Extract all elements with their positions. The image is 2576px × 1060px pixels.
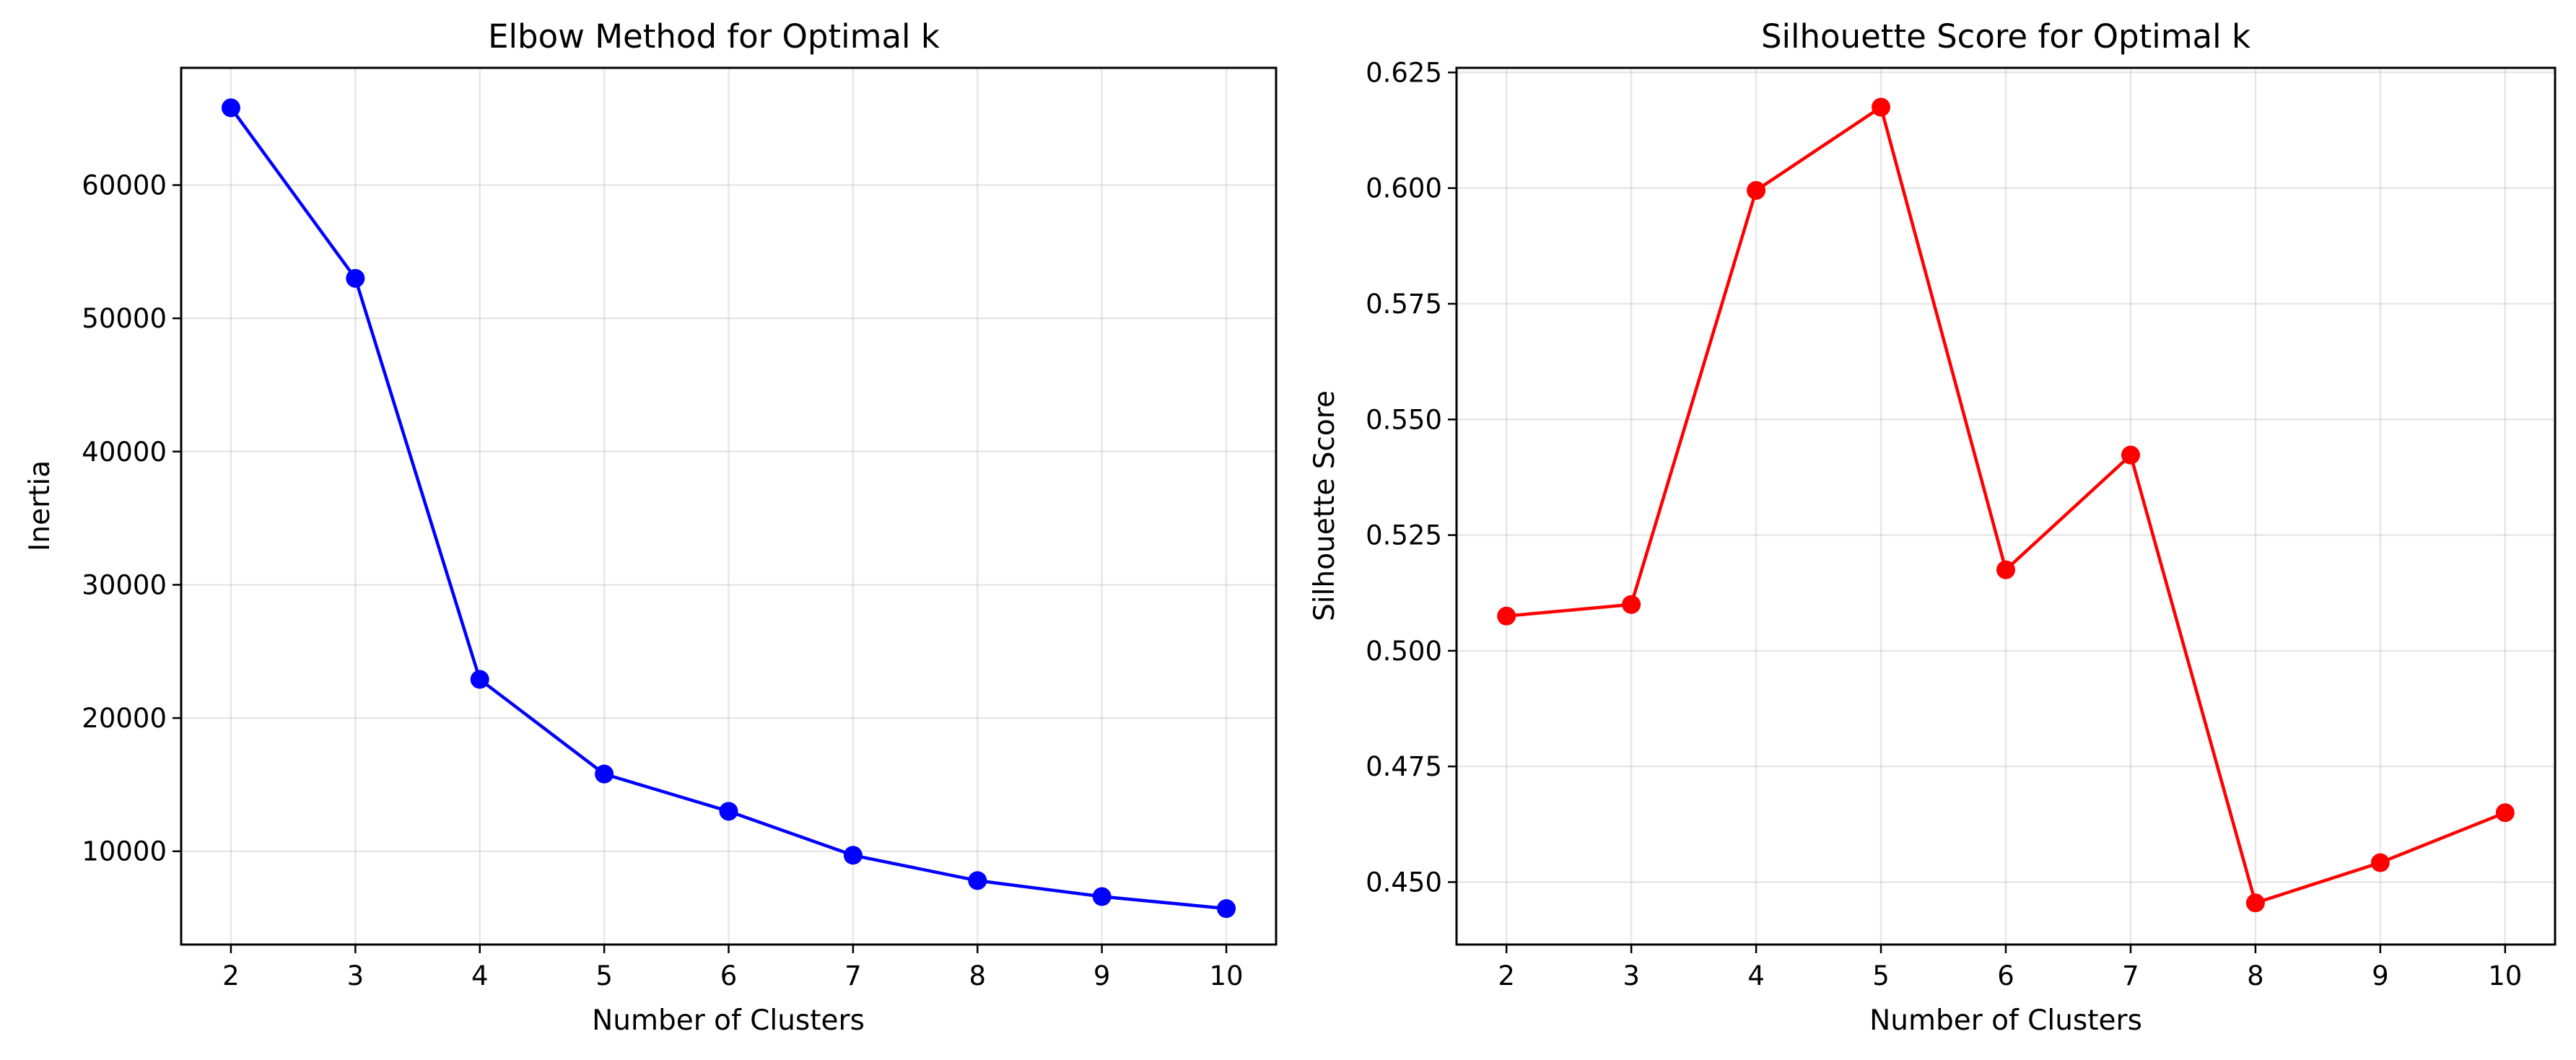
silhouette-chart-title: Silhouette Score for Optimal k bbox=[1761, 17, 2250, 56]
silhouette-chart-data-point bbox=[2121, 445, 2140, 465]
elbow-chart-x-tick-label: 7 bbox=[844, 960, 862, 991]
silhouette-chart-x-tick-label: 5 bbox=[1872, 960, 1890, 991]
elbow-chart-series bbox=[221, 98, 1236, 919]
elbow-chart-x-tick-label: 8 bbox=[969, 960, 986, 991]
elbow-chart-y-tick-label: 10000 bbox=[82, 836, 167, 867]
silhouette-chart-y-tick-label: 0.625 bbox=[1366, 57, 1442, 88]
silhouette-chart-panel: Silhouette Score for Optimal k 2 3 4 5 6 7 8 9 1… bbox=[1309, 17, 2557, 1037]
silhouette-chart-data-point bbox=[2495, 803, 2515, 823]
elbow-chart-data-point bbox=[346, 268, 365, 288]
elbow-chart-data-point bbox=[1092, 887, 1112, 906]
elbow-chart-ticks: 2 3 4 5 6 7 8 9 10 10000 20000 30000 40000 50000 60000 bbox=[82, 170, 1243, 991]
silhouette-chart-grid bbox=[1457, 68, 2555, 945]
silhouette-chart-y-tick-label: 0.550 bbox=[1366, 404, 1442, 435]
silhouette-chart-ylabel: Silhouette Score bbox=[1309, 390, 1341, 621]
elbow-chart-data-point bbox=[968, 871, 987, 890]
silhouette-chart-x-tick-label: 8 bbox=[2247, 960, 2264, 991]
silhouette-chart-x-tick-label: 9 bbox=[2372, 960, 2389, 991]
silhouette-chart-x-tick-label: 7 bbox=[2122, 960, 2139, 991]
elbow-chart-y-tick-label: 20000 bbox=[82, 703, 167, 734]
elbow-chart-x-tick-label: 4 bbox=[471, 960, 489, 991]
elbow-chart-y-tick-label: 50000 bbox=[82, 303, 167, 334]
silhouette-chart-x-tick-label: 4 bbox=[1747, 960, 1765, 991]
elbow-chart-data-point bbox=[470, 670, 489, 689]
silhouette-chart-y-tick-label: 0.600 bbox=[1366, 173, 1442, 204]
elbow-chart-y-tick-label: 60000 bbox=[82, 170, 167, 201]
elbow-chart-panel: Elbow Method for Optimal k 2 3 4 5 6 7 8 9 10 100… bbox=[24, 17, 1278, 1037]
silhouette-chart-data-point bbox=[1622, 595, 1641, 614]
elbow-chart-data-point bbox=[843, 846, 863, 865]
silhouette-chart-x-tick-label: 6 bbox=[1997, 960, 2014, 991]
silhouette-chart-y-tick-label: 0.525 bbox=[1366, 520, 1442, 551]
silhouette-chart-y-tick-label: 0.575 bbox=[1366, 289, 1442, 320]
elbow-chart-x-tick-label: 10 bbox=[1209, 960, 1243, 991]
silhouette-chart-series bbox=[1497, 97, 2515, 913]
silhouette-chart-data-point bbox=[1747, 180, 1766, 200]
silhouette-chart-data-point bbox=[1996, 560, 2015, 579]
elbow-chart-y-tick-label: 40000 bbox=[82, 437, 167, 468]
silhouette-chart-ticks: 2 3 4 5 6 7 8 9 10 0.450 0.475 0.500 0.525 0.550 0.575… bbox=[1366, 57, 2522, 991]
elbow-chart-x-tick-label: 6 bbox=[720, 960, 738, 991]
silhouette-chart-data-point bbox=[1872, 97, 1891, 117]
elbow-chart-x-tick-label: 9 bbox=[1093, 960, 1111, 991]
silhouette-chart-data-point bbox=[2245, 893, 2265, 913]
silhouette-chart-data-point bbox=[2370, 853, 2390, 872]
elbow-chart-xlabel: Number of Clusters bbox=[592, 1004, 865, 1037]
silhouette-chart-y-tick-label: 0.475 bbox=[1366, 751, 1442, 782]
elbow-chart-grid bbox=[181, 68, 1276, 945]
silhouette-chart-x-tick-label: 3 bbox=[1623, 960, 1640, 991]
elbow-chart-data-point bbox=[1217, 899, 1236, 919]
elbow-chart-data-point bbox=[719, 802, 738, 821]
elbow-chart-data-point bbox=[595, 764, 614, 784]
silhouette-chart-data-point bbox=[1497, 606, 1516, 626]
elbow-chart-x-tick-label: 3 bbox=[347, 960, 364, 991]
silhouette-chart-xlabel: Number of Clusters bbox=[1869, 1004, 2142, 1037]
elbow-chart-title: Elbow Method for Optimal k bbox=[488, 17, 940, 56]
elbow-chart-y-tick-label: 30000 bbox=[82, 569, 167, 600]
silhouette-chart-x-tick-label: 2 bbox=[1498, 960, 1515, 991]
elbow-chart-x-tick-label: 2 bbox=[222, 960, 240, 991]
silhouette-chart-x-tick-label: 10 bbox=[2488, 960, 2522, 991]
silhouette-chart-y-tick-label: 0.450 bbox=[1366, 867, 1442, 898]
elbow-chart-ylabel: Inertia bbox=[24, 460, 56, 551]
silhouette-chart-y-tick-label: 0.500 bbox=[1366, 636, 1442, 667]
elbow-chart-data-point bbox=[221, 98, 240, 118]
elbow-chart-x-tick-label: 5 bbox=[595, 960, 613, 991]
